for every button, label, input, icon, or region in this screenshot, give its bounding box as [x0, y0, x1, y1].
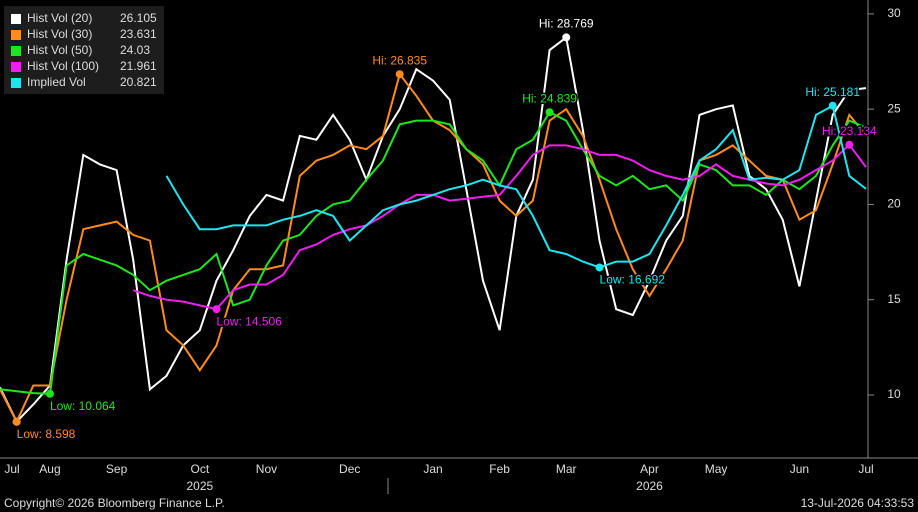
extreme-label: Hi: 26.835: [372, 53, 427, 67]
extreme-marker: [395, 70, 404, 79]
legend-value: 24.03: [120, 43, 150, 57]
extreme-label: Low: 16.692: [600, 273, 666, 287]
extreme-label: Hi: 28.769: [539, 17, 594, 31]
extreme-marker: [45, 389, 54, 398]
extreme-label: Hi: 25.181: [805, 85, 860, 99]
x-tick-label: Aug: [39, 462, 60, 476]
legend-value: 21.961: [120, 59, 157, 73]
legend-swatch: [11, 46, 21, 56]
extreme-label: Low: 14.506: [217, 314, 283, 328]
x-tick-label: Jan: [423, 462, 442, 476]
extreme-marker: [562, 33, 571, 42]
y-tick-label: 30: [887, 6, 901, 20]
extreme-marker: [845, 140, 854, 149]
year-label: 2025: [186, 479, 213, 493]
extreme-marker: [212, 305, 221, 314]
x-tick-label: May: [705, 462, 728, 476]
extreme-label: Hi: 24.839: [522, 91, 577, 105]
legend-swatch: [11, 62, 21, 72]
extreme-label: Low: 10.064: [50, 399, 116, 413]
series-line: [0, 35, 867, 424]
legend-swatch: [11, 78, 21, 88]
legend-label: Hist Vol (100): [27, 59, 99, 73]
extreme-marker: [595, 263, 604, 272]
series-line: [132, 143, 867, 311]
copyright: Copyright© 2026 Bloomberg Finance L.P.: [4, 496, 225, 510]
year-label: 2026: [636, 479, 663, 493]
x-tick-label: Dec: [339, 462, 360, 476]
legend-swatch: [11, 30, 21, 40]
x-tick-label: Mar: [556, 462, 577, 476]
legend: Hist Vol (20) 26.105 Hist Vol (30) 23.631 Hi…: [4, 6, 164, 94]
legend-label: Implied Vol: [27, 75, 86, 89]
extreme-marker: [828, 101, 837, 110]
series-line: [165, 104, 867, 269]
y-tick-label: 25: [887, 101, 901, 115]
x-tick-label: Jul: [858, 462, 873, 476]
legend-label: Hist Vol (30): [27, 27, 92, 41]
extreme-marker: [12, 417, 21, 426]
x-tick-label: Apr: [640, 462, 659, 476]
y-tick-label: 15: [887, 292, 901, 306]
legend-value: 20.821: [120, 75, 157, 89]
legend-swatch: [11, 14, 21, 24]
x-tick-label: Nov: [256, 462, 277, 476]
extreme-label: Low: 8.598: [17, 427, 76, 441]
legend-value: 26.105: [120, 11, 157, 25]
x-tick-label: Jul: [4, 462, 19, 476]
extreme-marker: [545, 108, 554, 117]
series-line: [0, 110, 867, 395]
legend-label: Hist Vol (50): [27, 43, 92, 57]
legend-value: 23.631: [120, 27, 157, 41]
timestamp: 13-Jul-2026 04:33:53: [801, 496, 915, 510]
x-tick-label: Feb: [489, 462, 510, 476]
legend-box: [4, 6, 164, 94]
y-tick-label: 20: [887, 197, 901, 211]
x-tick-label: Oct: [191, 462, 210, 476]
x-tick-label: Sep: [106, 462, 128, 476]
x-tick-label: Jun: [790, 462, 809, 476]
extreme-label: Low: 8.598: [17, 427, 76, 441]
legend-label: Hist Vol (20): [27, 11, 92, 25]
y-tick-label: 10: [887, 387, 901, 401]
extreme-label: Hi: 23.134: [822, 124, 877, 138]
